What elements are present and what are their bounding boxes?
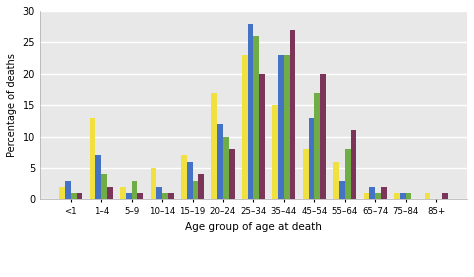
Bar [345, 149, 351, 199]
Bar [71, 193, 77, 199]
Bar [217, 124, 223, 199]
Bar [406, 193, 411, 199]
Bar [339, 181, 345, 199]
Bar [442, 193, 447, 199]
Bar [381, 187, 387, 199]
Bar [303, 149, 309, 199]
Bar [320, 74, 326, 199]
Bar [425, 193, 430, 199]
Bar [181, 155, 187, 199]
Bar [156, 187, 162, 199]
Bar [242, 55, 248, 199]
Bar [351, 130, 356, 199]
X-axis label: Age group of age at death: Age group of age at death [185, 222, 322, 232]
Bar [126, 193, 132, 199]
Bar [259, 74, 265, 199]
Bar [375, 193, 381, 199]
Bar [223, 137, 229, 199]
Bar [90, 118, 95, 199]
Bar [369, 187, 375, 199]
Bar [199, 174, 204, 199]
Bar [394, 193, 400, 199]
Bar [77, 193, 82, 199]
Bar [364, 193, 369, 199]
Bar [120, 187, 126, 199]
Bar [290, 30, 295, 199]
Bar [309, 118, 314, 199]
Bar [229, 149, 235, 199]
Bar [95, 155, 101, 199]
Bar [284, 55, 290, 199]
Bar [137, 193, 143, 199]
Bar [59, 187, 65, 199]
Bar [273, 105, 278, 199]
Bar [211, 93, 217, 199]
Bar [132, 181, 137, 199]
Y-axis label: Percentage of deaths: Percentage of deaths [7, 53, 17, 157]
Bar [248, 24, 254, 199]
Bar [107, 187, 113, 199]
Bar [65, 181, 71, 199]
Bar [314, 93, 320, 199]
Bar [101, 174, 107, 199]
Bar [187, 162, 192, 199]
Bar [162, 193, 168, 199]
Bar [151, 168, 156, 199]
Bar [400, 193, 406, 199]
Bar [168, 193, 173, 199]
Bar [192, 181, 199, 199]
Bar [333, 162, 339, 199]
Bar [254, 36, 259, 199]
Bar [278, 55, 284, 199]
